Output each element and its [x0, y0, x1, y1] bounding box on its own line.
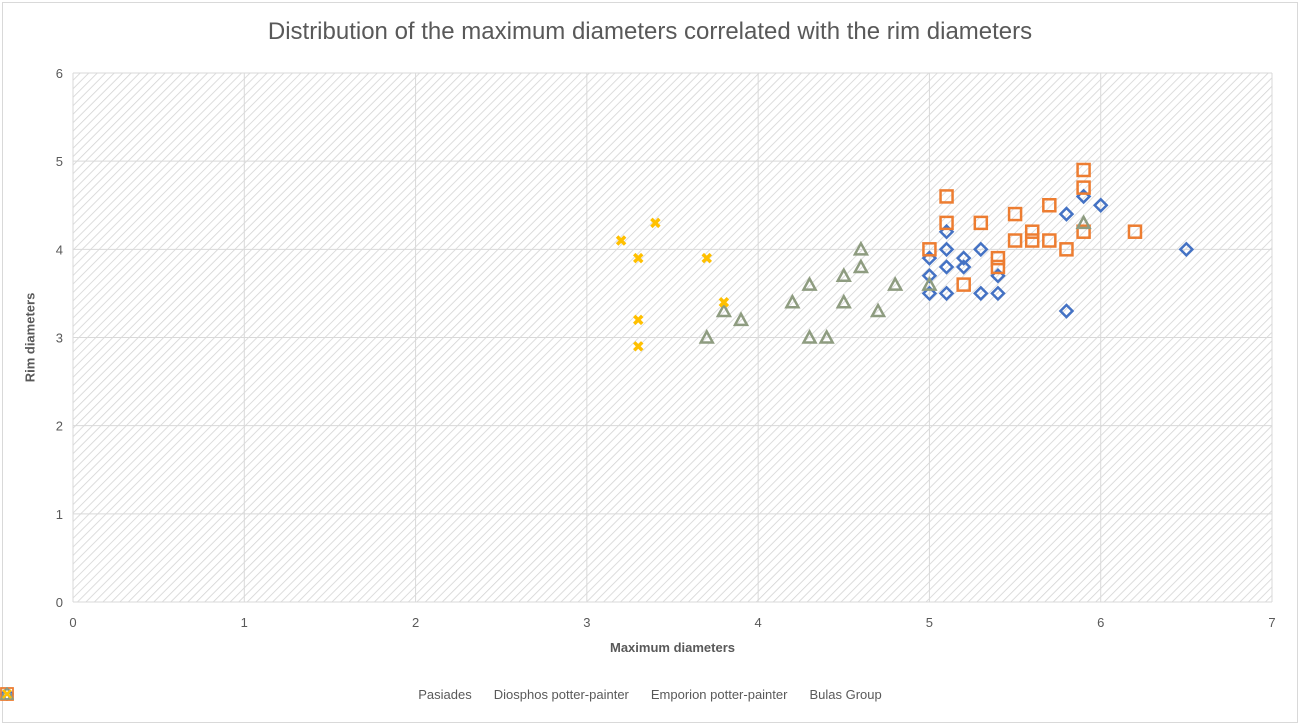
data-point — [818, 328, 835, 344]
data-point — [1076, 180, 1091, 195]
legend-label: Emporion potter-painter — [650, 687, 788, 702]
x-tick-label: 4 — [755, 615, 762, 630]
data-point — [990, 250, 1006, 266]
data-point — [990, 259, 1006, 275]
data-point — [835, 267, 852, 283]
y-tick-label: 0 — [56, 595, 63, 610]
data-point — [1007, 233, 1023, 248]
data-point — [650, 217, 661, 229]
x-tick-label: 3 — [583, 615, 590, 630]
data-point — [1058, 303, 1075, 319]
data-point — [973, 285, 989, 302]
data-point — [921, 275, 938, 291]
x-tick-label: 0 — [69, 615, 76, 630]
legend-item: Pasiades — [0, 687, 472, 702]
data-point — [1042, 198, 1057, 213]
data-point — [973, 215, 989, 231]
data-point — [922, 242, 937, 257]
data-point — [1024, 224, 1040, 239]
data-point — [1007, 206, 1023, 222]
data-point — [955, 250, 972, 266]
data-point — [801, 275, 818, 291]
data-point — [633, 252, 644, 264]
data-point — [633, 314, 644, 326]
data-point — [955, 259, 972, 275]
data-point — [921, 285, 938, 302]
chart-title: Distribution of the maximum diameters co… — [267, 18, 1033, 45]
data-point — [718, 296, 730, 308]
data-point — [1178, 241, 1195, 258]
data-point — [990, 285, 1006, 302]
data-point — [852, 240, 870, 256]
x-marker-icon — [2, 689, 12, 699]
data-point — [938, 241, 955, 258]
data-point — [1042, 233, 1057, 248]
y-tick-label: 1 — [56, 507, 63, 522]
x-tick-label: 7 — [1268, 615, 1275, 630]
x-tick-label: 6 — [1097, 615, 1104, 630]
data-point — [956, 277, 971, 292]
y-tick-label: 5 — [56, 154, 63, 169]
data-point — [1024, 233, 1040, 248]
data-point — [615, 235, 627, 246]
y-axis-label: Rim diameters — [22, 292, 38, 383]
legend-label: Diosphos potter-painter — [493, 687, 629, 702]
data-point — [869, 302, 887, 318]
y-tick-label: 6 — [56, 66, 63, 81]
data-point — [852, 258, 870, 274]
y-tick-label: 2 — [56, 419, 63, 434]
triangle-marker-icon — [0, 687, 14, 700]
legend-item: Emporion potter-painter — [0, 687, 788, 702]
data-point — [1092, 197, 1109, 214]
data-point — [698, 328, 715, 344]
data-point — [939, 189, 954, 204]
data-point — [633, 341, 644, 352]
data-point — [1059, 242, 1074, 257]
legend-item: Diosphos potter-painter — [0, 687, 629, 702]
x-tick-label: 2 — [412, 615, 419, 630]
x-tick-label: 5 — [926, 615, 933, 630]
data-point — [939, 215, 954, 231]
data-point — [1127, 224, 1143, 239]
y-tick-label: 4 — [56, 242, 63, 257]
data-point — [701, 252, 712, 264]
data-point — [887, 275, 904, 291]
data-point — [801, 328, 818, 344]
x-axis-label: Maximum diameters — [610, 640, 735, 655]
y-tick-label: 3 — [56, 331, 63, 346]
legend-item: Bulas Group — [2, 687, 882, 702]
data-point — [921, 268, 938, 284]
data-point — [732, 311, 750, 327]
data-point — [835, 293, 852, 309]
data-point — [1075, 214, 1092, 230]
legend-label: Bulas Group — [809, 687, 882, 702]
legend-label: Pasiades — [418, 687, 472, 702]
data-point — [1058, 206, 1075, 222]
data-point — [938, 285, 955, 302]
x-tick-label: 1 — [241, 615, 248, 630]
data-point — [784, 293, 801, 309]
data-point — [715, 302, 732, 318]
data-point — [938, 259, 955, 275]
legend: Pasiades Diosphos potter-painter Emporion … — [0, 687, 1300, 702]
data-point — [973, 241, 989, 258]
data-point — [1076, 162, 1091, 178]
data-point — [1076, 224, 1091, 239]
